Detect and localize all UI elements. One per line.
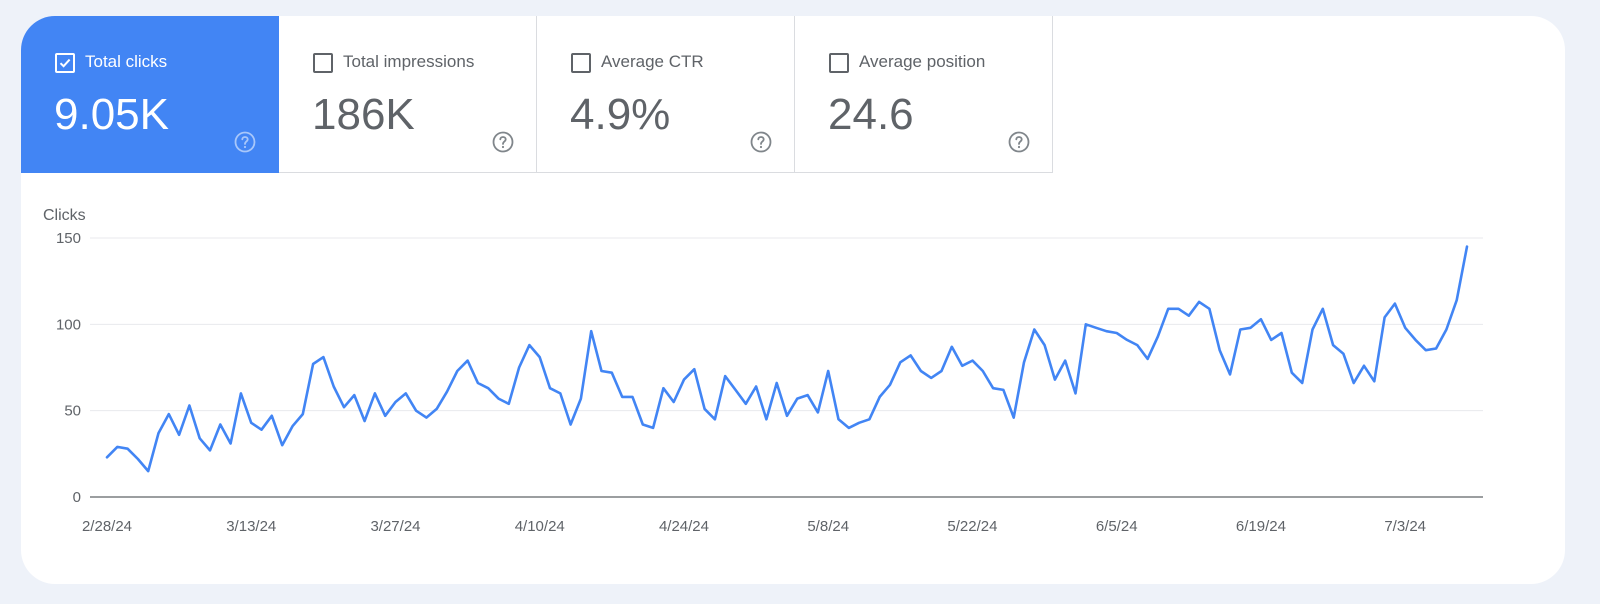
y-tick-label: 100 [56, 316, 81, 333]
tile-label: Average position [859, 52, 986, 71]
tile-label: Total impressions [343, 52, 475, 71]
x-tick-label: 5/8/24 [807, 518, 849, 535]
x-tick-label: 3/27/24 [370, 518, 420, 535]
help-circle-icon[interactable] [233, 130, 257, 154]
x-tick-label: 6/19/24 [1236, 518, 1286, 535]
y-tick-label: 50 [64, 403, 81, 420]
y-tick-label: 0 [73, 489, 81, 506]
tile-label: Average CTR [601, 52, 704, 71]
y-tick-label: 150 [56, 230, 81, 247]
checkbox-unchecked-icon[interactable] [829, 53, 849, 73]
help-circle-icon[interactable] [749, 130, 773, 154]
tile-total-impressions[interactable]: Total impressions 186K [279, 16, 537, 173]
tile-value: 4.9% [570, 90, 671, 139]
checkbox-unchecked-icon[interactable] [571, 53, 591, 73]
y-axis-title: Clicks [43, 207, 86, 224]
checkbox-checked-icon[interactable] [55, 53, 75, 73]
checkbox-unchecked-icon[interactable] [313, 53, 333, 73]
x-tick-label: 3/13/24 [226, 518, 276, 535]
metric-tiles: Total clicks 9.05K Total impressions 186… [21, 16, 1053, 173]
performance-card: Clicks 0 50 100 150 2/28/24 3/13/24 3/27/24 4/… [21, 16, 1565, 584]
tile-value: 9.05K [54, 90, 169, 139]
x-tick-label: 2/28/24 [82, 518, 132, 535]
x-tick-label: 5/22/24 [947, 518, 997, 535]
tile-value: 186K [312, 90, 415, 139]
tile-label: Total clicks [85, 52, 168, 71]
x-tick-label: 4/10/24 [515, 518, 565, 535]
tile-total-clicks[interactable]: Total clicks 9.05K [21, 16, 279, 173]
clicks-line-chart: Clicks 0 50 100 150 2/28/24 3/13/24 3/27/24 4/… [43, 207, 1483, 535]
x-tick-label: 6/5/24 [1096, 518, 1138, 535]
tile-value: 24.6 [828, 90, 914, 139]
help-circle-icon[interactable] [1007, 130, 1031, 154]
help-circle-icon[interactable] [491, 130, 515, 154]
clicks-series-line [105, 245, 1469, 473]
x-tick-label: 4/24/24 [659, 518, 709, 535]
tile-average-ctr[interactable]: Average CTR 4.9% [537, 16, 795, 173]
tile-average-position[interactable]: Average position 24.6 [795, 16, 1053, 173]
x-tick-label: 7/3/24 [1384, 518, 1426, 535]
